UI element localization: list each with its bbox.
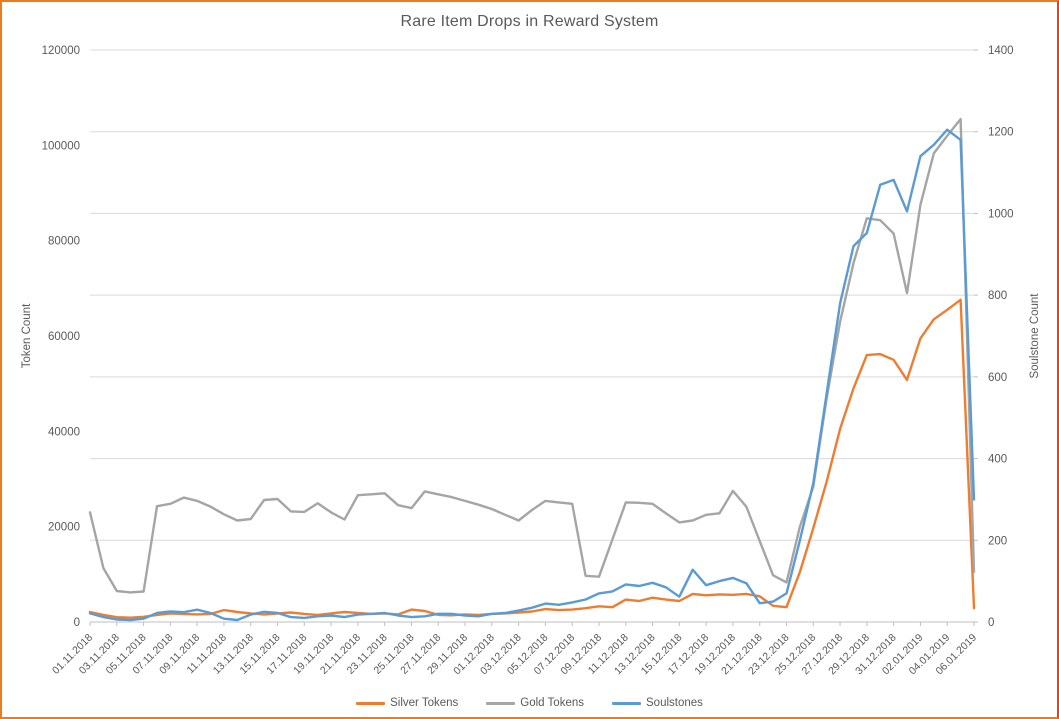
right-axis-tick-label: 400	[988, 454, 1007, 466]
right-axis-tick-label: 1200	[988, 127, 1014, 139]
left-axis-tick-label: 80000	[48, 236, 80, 248]
chart-title: Rare Item Drops in Reward System	[400, 13, 659, 30]
left-axis-tick-label: 120000	[42, 45, 80, 57]
legend-item-gold-tokens[interactable]: Gold Tokens	[486, 697, 584, 709]
right-axis-tick-label: 200	[988, 535, 1007, 547]
chart-legend: Silver Tokens Gold Tokens Soulstones	[2, 697, 1057, 709]
left-axis-title: Token Count	[21, 303, 33, 368]
series-line-gold-tokens[interactable]	[88, 117, 976, 594]
right-axis-tick-label: 0	[988, 617, 994, 629]
legend-label: Gold Tokens	[520, 697, 584, 709]
series-line-soulstones[interactable]	[88, 128, 976, 622]
series-line-silver-tokens[interactable]	[88, 298, 976, 619]
left-axis-tick-label: 20000	[48, 522, 80, 534]
legend-item-soulstones[interactable]: Soulstones	[612, 697, 703, 709]
right-axis-tick-label: 1000	[988, 208, 1014, 220]
legend-swatch-icon	[356, 701, 386, 705]
legend-swatch-icon	[486, 701, 516, 705]
right-axis-tick-label: 1400	[988, 45, 1014, 57]
left-axis-tick-label: 60000	[48, 331, 80, 343]
legend-label: Soulstones	[646, 697, 703, 709]
legend-swatch-icon	[612, 701, 641, 705]
left-axis-tick-label: 0	[74, 617, 80, 629]
right-axis-title: Soulstone Count	[1029, 293, 1041, 379]
right-axis-tick-label: 800	[988, 290, 1007, 302]
left-axis-tick-label: 100000	[42, 140, 80, 152]
right-axis-tick-label: 600	[988, 372, 1007, 384]
legend-label: Silver Tokens	[390, 697, 459, 709]
left-axis-tick-label: 40000	[48, 426, 80, 438]
legend-item-silver-tokens[interactable]: Silver Tokens	[356, 697, 458, 709]
